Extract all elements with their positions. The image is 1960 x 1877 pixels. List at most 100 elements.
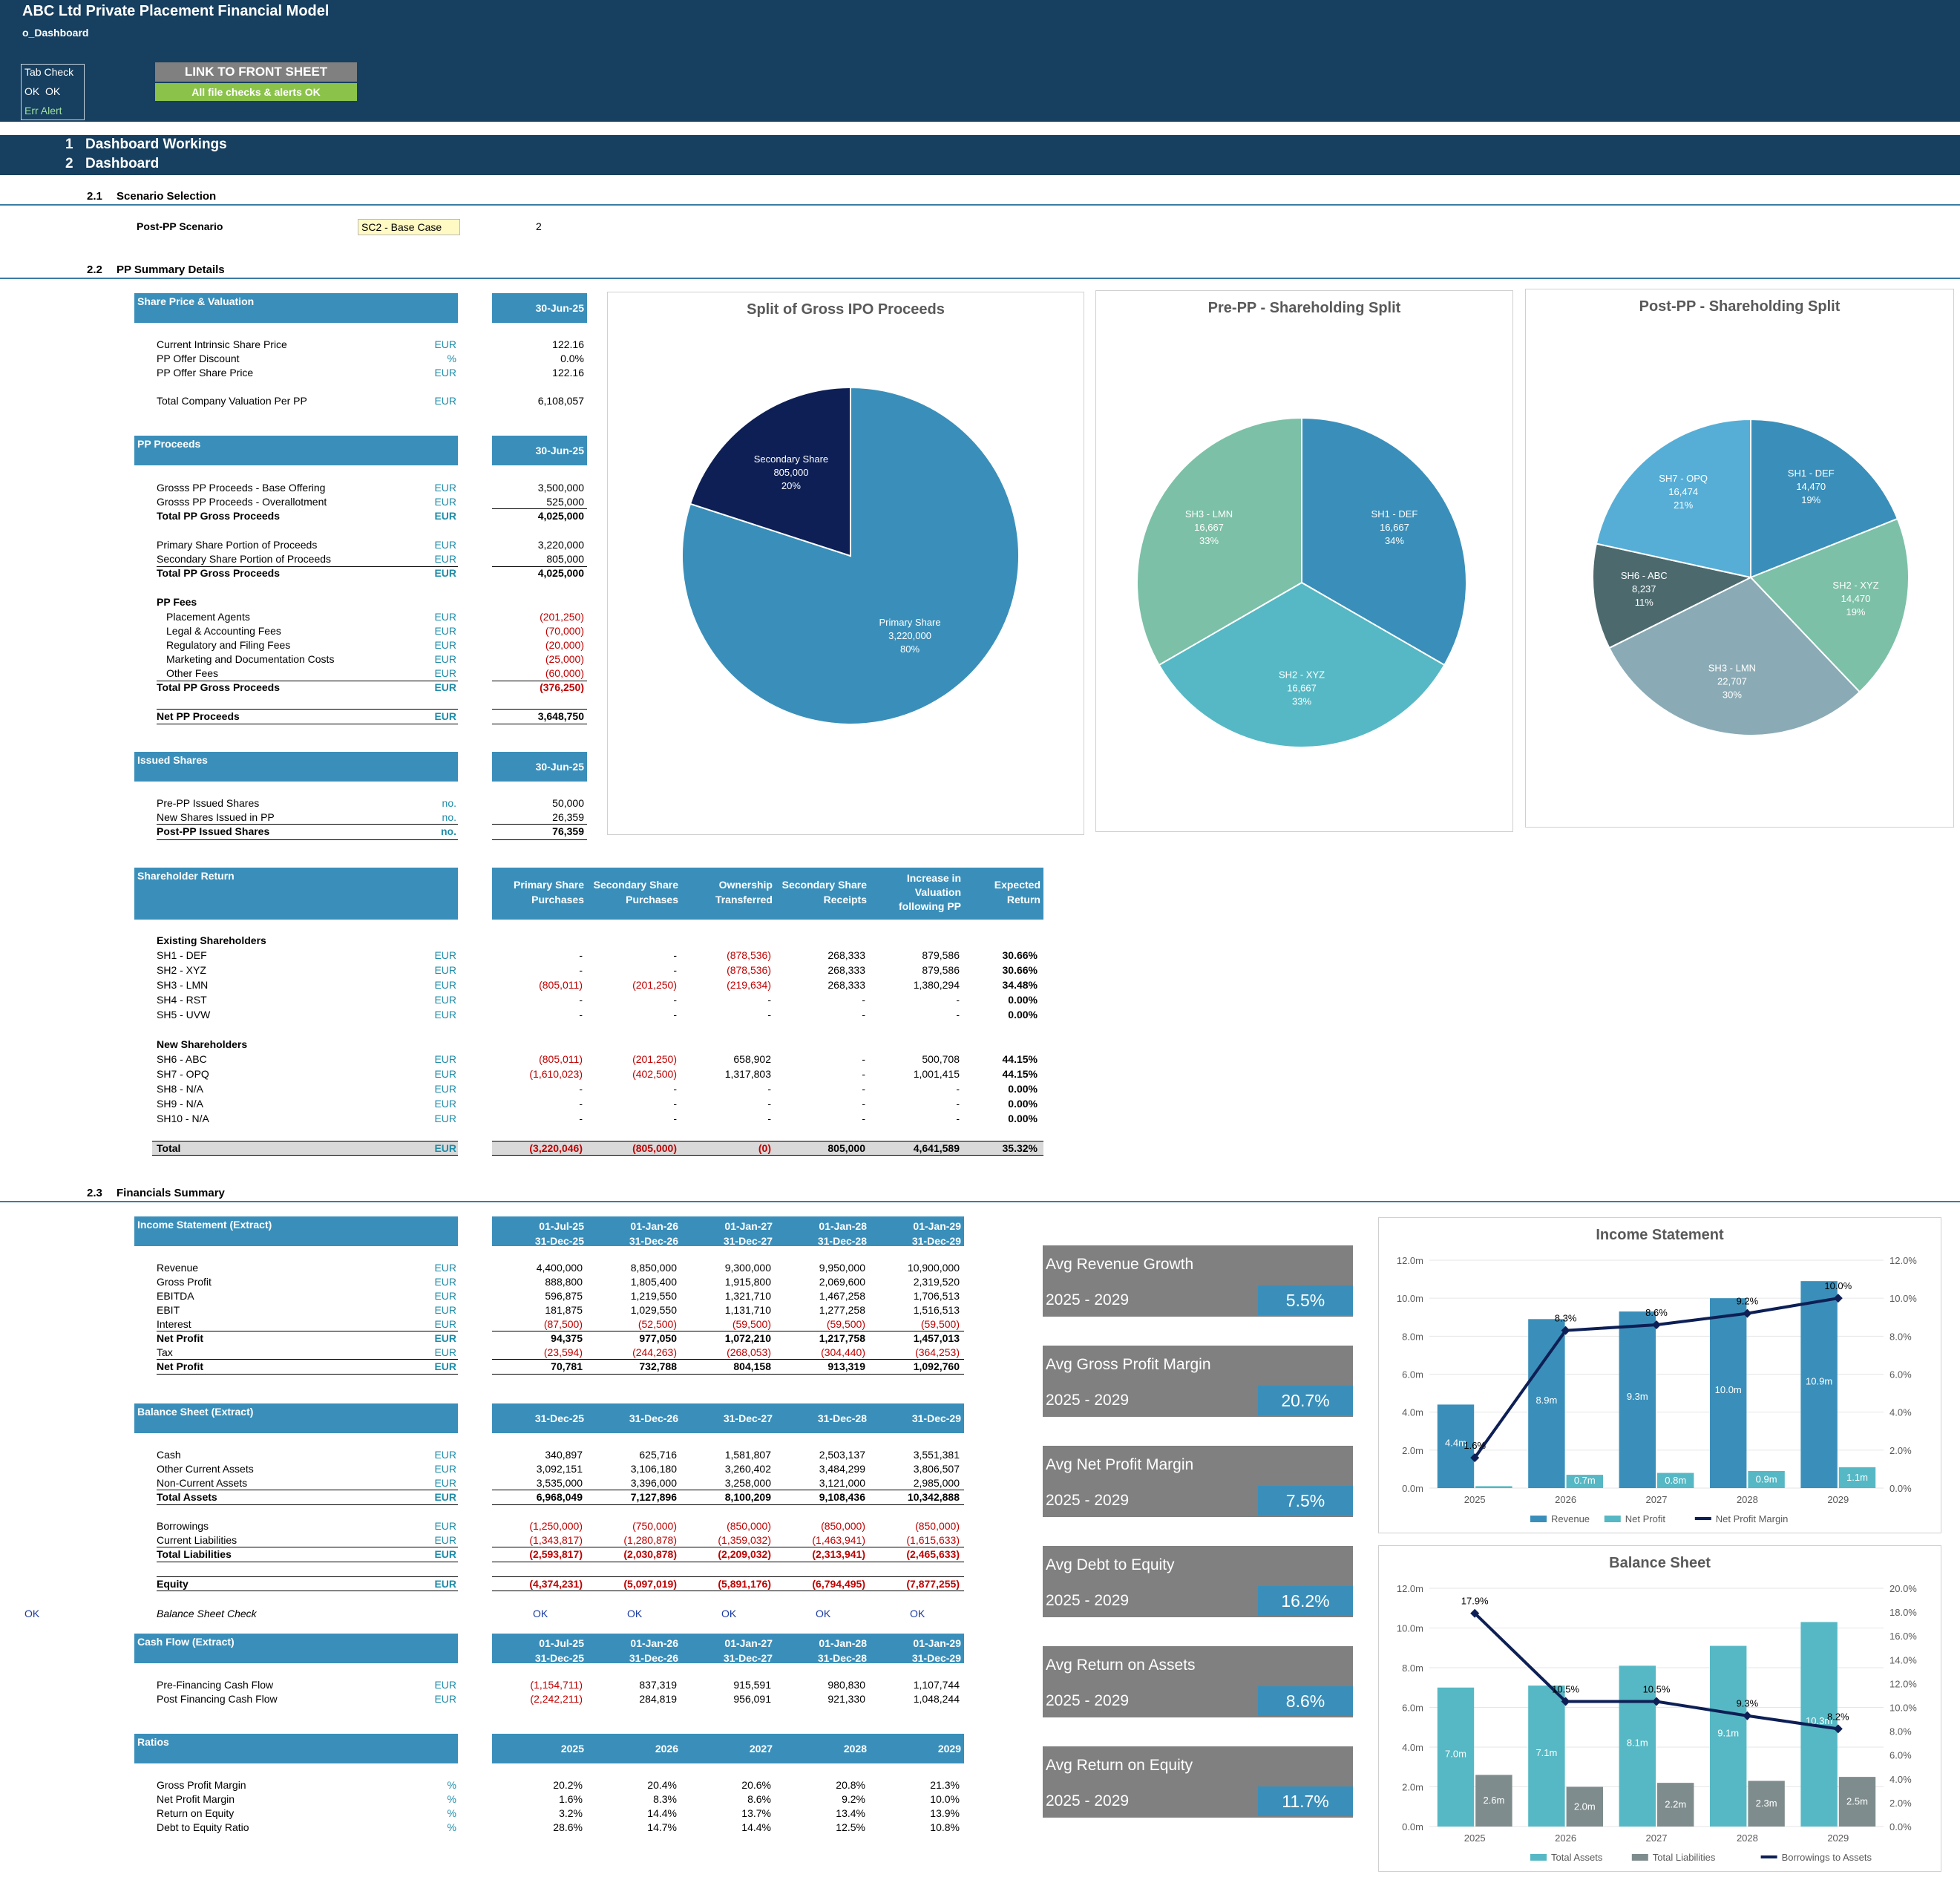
- row-label: Gross Profit Margin: [157, 1779, 246, 1791]
- row-unit: no.: [442, 797, 456, 809]
- y-tick-label: 8.0m: [1402, 1331, 1423, 1342]
- kpi-title: Avg Return on Equity: [1046, 1757, 1193, 1774]
- bar-label: 10.9m: [1806, 1376, 1832, 1387]
- row-value: 13.7%: [741, 1807, 771, 1819]
- section-2-title[interactable]: Dashboard: [85, 156, 160, 171]
- bar: [1709, 1645, 1747, 1827]
- kpi-period: 2025 - 2029: [1046, 1392, 1130, 1409]
- row-label: Net Profit: [157, 1332, 203, 1344]
- section-1-title[interactable]: Dashboard Workings: [85, 137, 227, 152]
- underline: [157, 1504, 458, 1505]
- row-unit: EUR: [434, 1318, 456, 1330]
- new-shareholders-title: New Shareholders: [157, 1038, 248, 1050]
- fee-value: (20,000): [545, 639, 584, 651]
- row-value: -: [579, 949, 583, 961]
- row-value: 1,072,210: [724, 1332, 771, 1344]
- period-label: 01-Jan-26: [630, 1637, 678, 1649]
- y-tick-label: 2.0m: [1402, 1782, 1423, 1793]
- balance-check-ok: OK: [910, 1608, 925, 1619]
- column-header: Transferred: [715, 894, 773, 905]
- row-value: (2,030,878): [623, 1548, 677, 1560]
- row-value: (850,000): [915, 1520, 960, 1532]
- row-value: 8,100,209: [724, 1491, 771, 1503]
- kpi-title: Avg Revenue Growth: [1046, 1256, 1194, 1273]
- bar-label: 9.1m: [1717, 1727, 1739, 1738]
- row-value: 3,648,750: [537, 710, 584, 722]
- slice-value: 14,470: [1841, 593, 1871, 604]
- row-value: -: [862, 1083, 865, 1095]
- underline: [492, 709, 587, 710]
- link-to-front-sheet-button[interactable]: LINK TO FRONT SHEET: [155, 62, 357, 82]
- row-label: Total PP Gross Proceeds: [157, 510, 280, 522]
- fee-unit: EUR: [434, 625, 456, 637]
- slice-label: Primary Share: [879, 617, 941, 628]
- row-value: (1,154,711): [530, 1679, 583, 1691]
- column-header: Secondary Share: [593, 879, 678, 891]
- row-unit: EUR: [434, 338, 456, 350]
- row-value: 1,915,800: [724, 1276, 771, 1288]
- kpi-value: 5.5%: [1258, 1285, 1353, 1315]
- legend-label: Borrowings to Assets: [1782, 1852, 1872, 1863]
- income-statement-header: Income Statement (Extract): [134, 1216, 458, 1246]
- balance-sheet-header: Balance Sheet (Extract): [134, 1403, 458, 1433]
- pie-slice: [1136, 416, 1302, 666]
- row-unit: EUR: [434, 1262, 456, 1274]
- chart-title: Income Statement: [1596, 1227, 1724, 1243]
- scenario-select[interactable]: SC2 - Base Case: [358, 219, 460, 235]
- ratios-header-periods: [492, 1734, 964, 1763]
- row-value: -: [862, 994, 865, 1006]
- line-marker: [1833, 1294, 1843, 1303]
- row-value: (6,794,495): [812, 1578, 865, 1590]
- row-value: 35.32%: [1002, 1142, 1038, 1154]
- row-unit: EUR: [434, 496, 456, 508]
- line-marker: [1652, 1320, 1661, 1329]
- period-label: 01-Jan-27: [724, 1220, 773, 1232]
- line-marker: [1652, 1697, 1661, 1706]
- row-label: Total Assets: [157, 1491, 217, 1503]
- bar-label: 0.1m: [1483, 1475, 1504, 1486]
- row-value: 9.2%: [842, 1793, 865, 1805]
- row-unit: EUR: [434, 553, 456, 565]
- period-label: 31-Dec-29: [911, 1235, 961, 1247]
- y2-tick-label: 20.0%: [1889, 1583, 1917, 1594]
- sheet-name: o_Dashboard: [22, 27, 89, 39]
- slice-value: 16,667: [1380, 522, 1409, 533]
- line-label: 9.3%: [1737, 1698, 1759, 1709]
- row-unit: %: [447, 1779, 456, 1791]
- row-value: 268,333: [827, 979, 865, 991]
- y2-tick-label: 8.0%: [1889, 1331, 1912, 1342]
- row-value: 596,875: [545, 1290, 583, 1302]
- row-value: (59,500): [826, 1318, 865, 1330]
- row-value: (0): [758, 1142, 771, 1154]
- cash-flow-header-periods: [492, 1634, 964, 1663]
- slice-value: 8,237: [1632, 583, 1656, 594]
- y2-tick-label: 0.0%: [1889, 1483, 1912, 1494]
- row-value: -: [956, 1083, 960, 1095]
- row-value: (23,594): [543, 1346, 583, 1358]
- row-value: 4,400,000: [536, 1262, 583, 1274]
- fee-value: (201,250): [540, 611, 584, 623]
- pie-slice: [1750, 418, 1899, 579]
- fee-label: Total PP Gross Proceeds: [157, 681, 280, 693]
- row-value: (87,500): [543, 1318, 583, 1330]
- pie-chart-ipo-proceeds: Primary Share 3,220,000 80% Secondary Share…: [681, 386, 1020, 725]
- row-value: 913,319: [827, 1360, 865, 1372]
- row-label: Gross Profit: [157, 1276, 212, 1288]
- row-value: (850,000): [727, 1520, 771, 1532]
- row-value: 980,830: [827, 1679, 865, 1691]
- legend-swatch: [1631, 1854, 1648, 1861]
- row-unit: EUR: [434, 1276, 456, 1288]
- row-unit: EUR: [434, 1113, 456, 1124]
- row-value: 1,107,744: [913, 1679, 960, 1691]
- row-value: 20.2%: [553, 1779, 583, 1791]
- row-value: 977,050: [639, 1332, 677, 1344]
- slice-percent: 33%: [1199, 535, 1219, 546]
- row-value: 3,535,000: [536, 1477, 583, 1489]
- slice-value: 805,000: [773, 467, 808, 478]
- row-value: 1,457,013: [913, 1332, 960, 1344]
- fee-label: Other Fees: [166, 667, 219, 679]
- row-value: 20.8%: [836, 1779, 865, 1791]
- row-value: 4,025,000: [537, 510, 584, 522]
- bar-label: 10.0m: [1715, 1384, 1742, 1395]
- slice-label: SH6 - ABC: [1621, 570, 1668, 581]
